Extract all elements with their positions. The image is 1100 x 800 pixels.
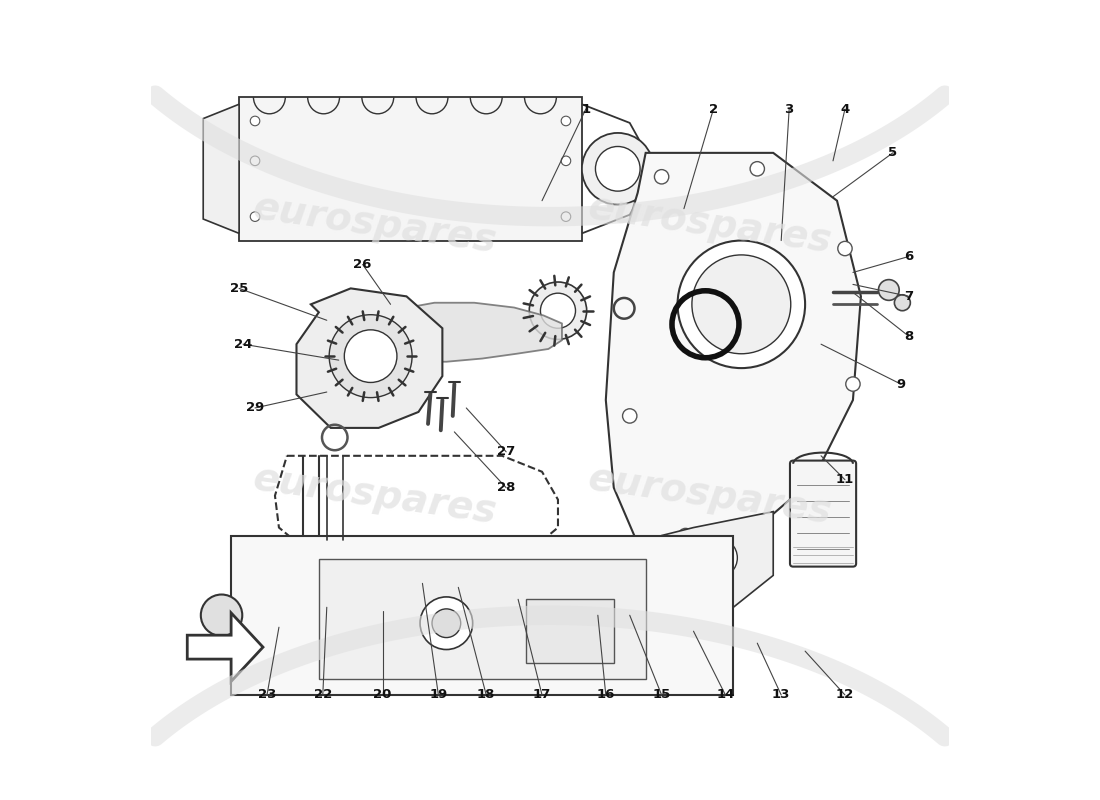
Circle shape bbox=[798, 505, 812, 518]
Text: 20: 20 bbox=[373, 689, 392, 702]
Circle shape bbox=[697, 538, 737, 578]
Text: 7: 7 bbox=[904, 290, 913, 303]
Polygon shape bbox=[606, 153, 861, 551]
Circle shape bbox=[750, 162, 764, 176]
Circle shape bbox=[692, 255, 791, 354]
Circle shape bbox=[894, 294, 911, 310]
Bar bbox=[319, 559, 646, 679]
Text: 19: 19 bbox=[429, 689, 448, 702]
Circle shape bbox=[344, 330, 397, 382]
Text: 6: 6 bbox=[904, 250, 913, 263]
Polygon shape bbox=[297, 288, 442, 428]
Circle shape bbox=[432, 609, 461, 638]
Circle shape bbox=[838, 242, 853, 256]
Polygon shape bbox=[187, 613, 263, 682]
Circle shape bbox=[250, 156, 260, 166]
Circle shape bbox=[540, 293, 575, 328]
Bar bbox=[239, 97, 582, 241]
Text: 22: 22 bbox=[314, 689, 332, 702]
Text: 24: 24 bbox=[234, 338, 252, 350]
Circle shape bbox=[561, 156, 571, 166]
Circle shape bbox=[420, 597, 473, 650]
Polygon shape bbox=[352, 302, 562, 362]
Circle shape bbox=[654, 170, 669, 184]
Circle shape bbox=[879, 280, 899, 300]
Circle shape bbox=[250, 212, 260, 222]
Circle shape bbox=[529, 282, 586, 339]
Text: eurospares: eurospares bbox=[585, 189, 834, 261]
Circle shape bbox=[846, 377, 860, 391]
Text: 23: 23 bbox=[257, 689, 276, 702]
FancyBboxPatch shape bbox=[790, 461, 856, 566]
Circle shape bbox=[678, 241, 805, 368]
Text: 18: 18 bbox=[477, 689, 495, 702]
Polygon shape bbox=[204, 104, 239, 234]
Circle shape bbox=[561, 212, 571, 222]
Text: 2: 2 bbox=[708, 102, 718, 115]
Text: eurospares: eurospares bbox=[251, 189, 499, 261]
Text: 15: 15 bbox=[652, 689, 671, 702]
Text: eurospares: eurospares bbox=[585, 460, 834, 531]
Text: 29: 29 bbox=[246, 402, 264, 414]
Bar bbox=[231, 535, 734, 695]
Text: 1: 1 bbox=[581, 102, 591, 115]
Text: 27: 27 bbox=[497, 446, 515, 458]
Text: 25: 25 bbox=[230, 282, 249, 295]
Bar bbox=[526, 599, 614, 663]
Circle shape bbox=[582, 133, 653, 205]
Text: 16: 16 bbox=[596, 689, 615, 702]
Text: 5: 5 bbox=[888, 146, 898, 159]
Text: 12: 12 bbox=[836, 689, 854, 702]
Text: 11: 11 bbox=[836, 474, 854, 486]
Text: 4: 4 bbox=[840, 102, 849, 115]
Circle shape bbox=[595, 146, 640, 191]
Text: 8: 8 bbox=[904, 330, 913, 342]
Circle shape bbox=[250, 116, 260, 126]
Text: 3: 3 bbox=[784, 102, 794, 115]
Text: 26: 26 bbox=[353, 258, 372, 271]
Text: 28: 28 bbox=[497, 481, 515, 494]
Text: 13: 13 bbox=[772, 689, 791, 702]
Circle shape bbox=[679, 528, 693, 542]
Text: 9: 9 bbox=[896, 378, 905, 390]
Text: 14: 14 bbox=[716, 689, 735, 702]
Circle shape bbox=[201, 594, 242, 636]
Text: 17: 17 bbox=[532, 689, 551, 702]
Polygon shape bbox=[653, 512, 773, 607]
Circle shape bbox=[329, 314, 412, 398]
Circle shape bbox=[623, 409, 637, 423]
Circle shape bbox=[561, 116, 571, 126]
Text: eurospares: eurospares bbox=[251, 460, 499, 531]
